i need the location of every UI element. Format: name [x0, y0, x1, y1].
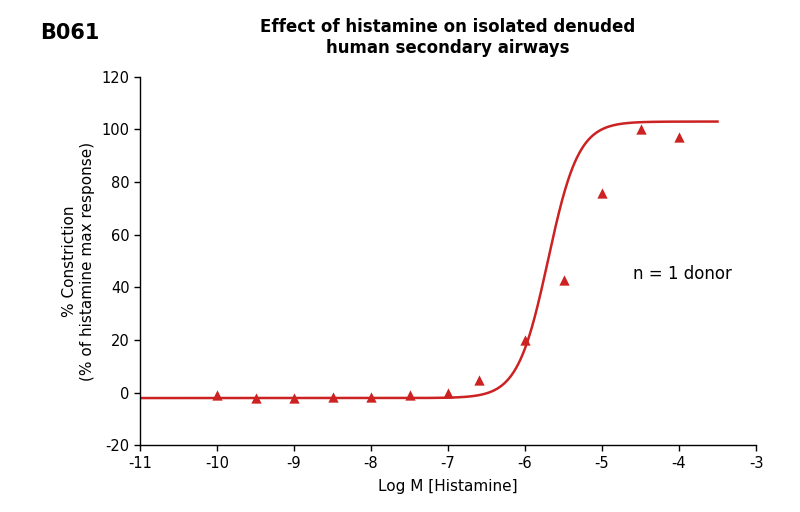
Point: [403, 391, 416, 399]
Point: [595, 188, 609, 197]
Point: [288, 394, 301, 402]
Point: [210, 391, 223, 399]
Text: Effect of histamine on isolated denuded
human secondary airways: Effect of histamine on isolated denuded …: [260, 18, 636, 57]
Point: [673, 133, 686, 141]
Text: B061: B061: [40, 23, 99, 43]
Point: [442, 389, 454, 397]
X-axis label: Log M [Histamine]: Log M [Histamine]: [378, 479, 518, 494]
Point: [326, 393, 339, 401]
Point: [518, 336, 531, 344]
Point: [472, 375, 485, 383]
Point: [557, 275, 570, 284]
Point: [634, 125, 647, 134]
Point: [249, 394, 262, 402]
Text: n = 1 donor: n = 1 donor: [633, 265, 732, 283]
Y-axis label: % Constriction
(% of histamine max response): % Constriction (% of histamine max respo…: [62, 141, 94, 381]
Point: [365, 393, 378, 401]
